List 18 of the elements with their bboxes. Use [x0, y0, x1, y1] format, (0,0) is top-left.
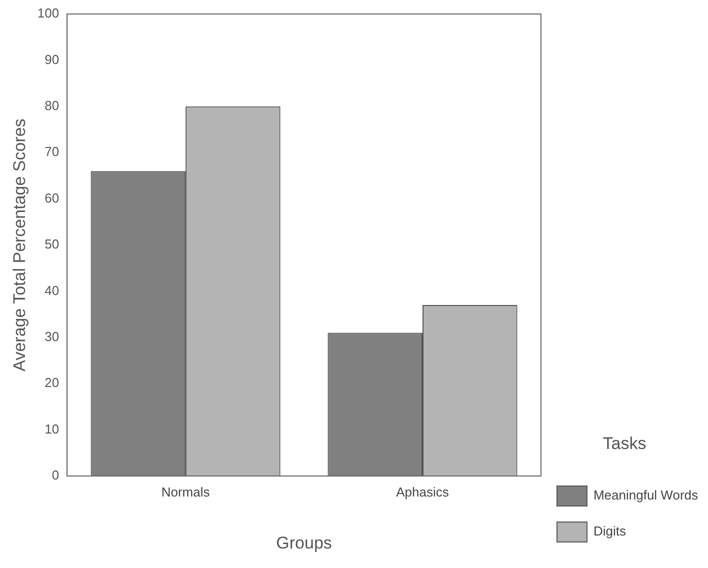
x-tick-label: Aphasics: [396, 484, 450, 500]
legend-label: Meaningful Words: [593, 488, 698, 503]
legend-title: Tasks: [602, 434, 646, 453]
x-tick-label: Normals: [161, 484, 210, 500]
x-axis-title: Groups: [276, 533, 332, 552]
y-tick-label: 30: [44, 328, 60, 344]
y-tick-label: 80: [44, 98, 60, 113]
y-tick-label: 50: [44, 236, 60, 252]
y-axis-title: Average Total Percentage Scores: [10, 118, 29, 372]
y-tick-label: 0: [52, 468, 60, 483]
y-tick-label: 90: [44, 52, 60, 67]
y-tick-label: 40: [44, 282, 60, 298]
y-tick-label: 10: [44, 421, 60, 436]
legend-label: Digits: [593, 524, 626, 539]
y-tick-label: 100: [37, 6, 60, 21]
y-tick-label: 20: [44, 375, 60, 390]
y-tick-label: 60: [44, 190, 60, 206]
y-tick-label: 70: [44, 144, 60, 160]
